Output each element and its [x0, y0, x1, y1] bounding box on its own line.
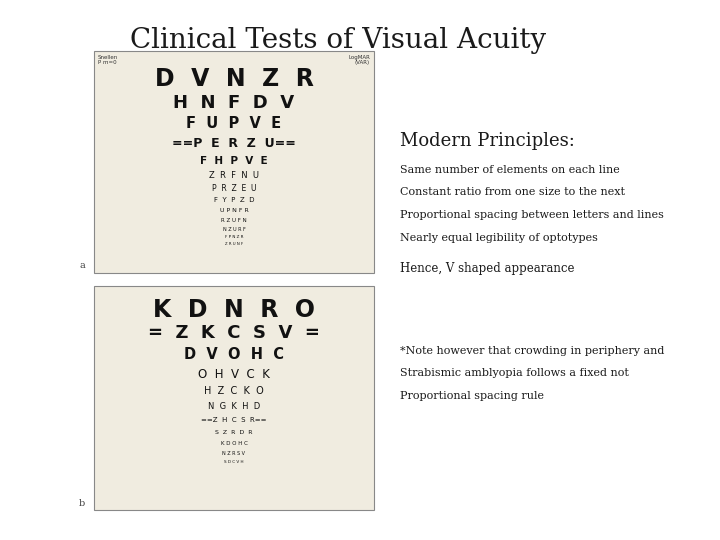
Text: F P N Z R: F P N Z R	[225, 235, 243, 239]
Text: D  V  O  H  C: D V O H C	[184, 347, 284, 362]
Text: Z R U N F: Z R U N F	[225, 242, 243, 246]
Text: Proportional spacing rule: Proportional spacing rule	[400, 391, 544, 401]
Text: Clinical Tests of Visual Acuity: Clinical Tests of Visual Acuity	[130, 27, 546, 54]
Text: N  G  K  H  D: N G K H D	[208, 402, 260, 411]
Text: =  Z  K  C  S  V  =: = Z K C S V =	[148, 324, 320, 342]
Text: Hence, V shaped appearance: Hence, V shaped appearance	[400, 262, 574, 275]
Bar	[94, 51, 374, 273]
Text: Same number of elements on each line: Same number of elements on each line	[400, 165, 619, 175]
Text: Z  R  F  N  U: Z R F N U	[209, 171, 259, 180]
Text: N Z R S V: N Z R S V	[222, 451, 246, 456]
Text: *Note however that crowding in periphery and: *Note however that crowding in periphery…	[400, 346, 664, 356]
Text: F  H  P  V  E: F H P V E	[200, 156, 268, 166]
Bar	[94, 286, 374, 510]
Text: Constant ratio from one size to the next: Constant ratio from one size to the next	[400, 187, 625, 198]
Text: K D O H C: K D O H C	[220, 441, 248, 446]
Text: R Z U F N: R Z U F N	[221, 218, 247, 223]
Text: LogMAR
(VAR): LogMAR (VAR)	[348, 55, 370, 65]
Text: Modern Principles:: Modern Principles:	[400, 132, 575, 150]
Text: ==Z  H  C  S  R==: ==Z H C S R==	[202, 417, 266, 423]
Text: H  Z  C  K  O: H Z C K O	[204, 386, 264, 396]
Text: b: b	[79, 498, 86, 508]
Text: N Z U R F: N Z U R F	[222, 227, 246, 232]
Text: U P N F R: U P N F R	[220, 208, 248, 213]
Text: H  N  F  D  V: H N F D V	[174, 94, 294, 112]
Text: Snellen
P m=0: Snellen P m=0	[98, 55, 118, 65]
Text: a: a	[79, 261, 85, 270]
Text: Strabismic amblyopia follows a fixed not: Strabismic amblyopia follows a fixed not	[400, 368, 629, 379]
Text: S D C V H: S D C V H	[224, 460, 244, 464]
Text: Proportional spacing between letters and lines: Proportional spacing between letters and…	[400, 210, 663, 220]
Text: O  H  V  C  K: O H V C K	[198, 368, 270, 381]
Text: K  D  N  R  O: K D N R O	[153, 298, 315, 322]
Text: Nearly equal legibility of optotypes: Nearly equal legibility of optotypes	[400, 233, 598, 243]
Text: F  U  P  V  E: F U P V E	[186, 117, 282, 131]
Text: F  Y  P  Z  D: F Y P Z D	[214, 197, 254, 202]
Text: P  R  Z  E  U: P R Z E U	[212, 184, 256, 193]
Text: ==P  E  R  Z  U==: ==P E R Z U==	[172, 137, 296, 150]
Text: S  Z  R  D  R: S Z R D R	[215, 430, 253, 435]
Text: D  V  N  Z  R: D V N Z R	[155, 67, 313, 91]
